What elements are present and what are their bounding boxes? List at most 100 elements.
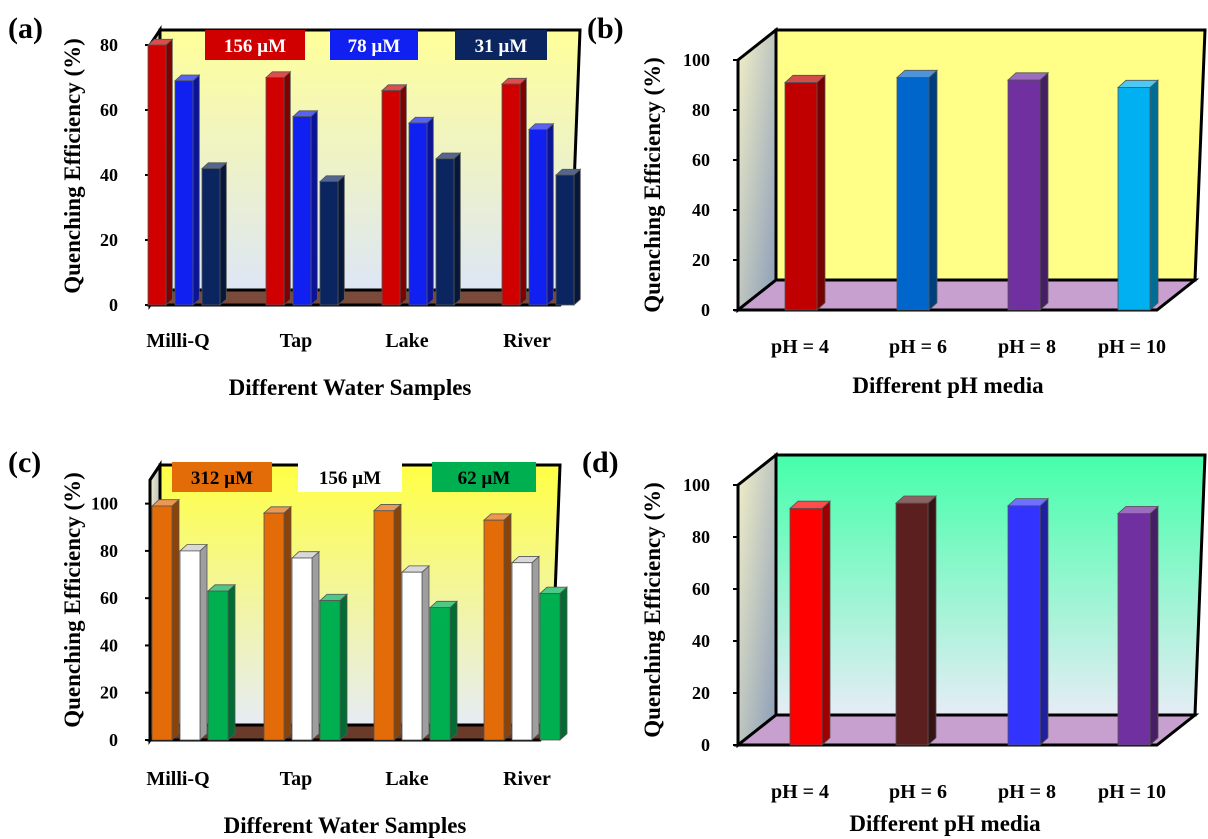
bar-side	[283, 505, 292, 741]
y-tick-label: 100	[683, 50, 710, 70]
bar	[263, 512, 285, 741]
x-tick-label: pH = 10	[1098, 336, 1166, 358]
bar-side	[821, 500, 831, 746]
x-tick-label: River	[503, 330, 551, 352]
bar-side	[399, 83, 407, 306]
y-tick-label: 40	[692, 200, 710, 220]
x-tick-label: pH = 8	[998, 336, 1056, 358]
bar	[174, 80, 194, 306]
bar	[483, 519, 505, 741]
bar	[501, 83, 521, 306]
plot-area-d: 0 20 40 60 80 100 pH = 4 pH = 6 pH = 8 pH = 10	[683, 451, 1207, 803]
bar-side	[337, 174, 345, 306]
y-tick-label: 0	[701, 300, 710, 320]
y-tick-label: 0	[109, 295, 118, 315]
y-axis-title-d: Quenching Efficiency (%)	[640, 482, 665, 738]
bar-side	[339, 593, 348, 741]
y-tick-label: 80	[692, 100, 710, 120]
bar	[555, 174, 575, 306]
plot-area-c: 0 20 40 60 80 100 312 µM 156 µM 62 µM Milli-Q Tap L…	[91, 460, 569, 790]
legend-box	[205, 30, 305, 60]
legend-box	[298, 462, 402, 492]
panel-label-c: (c)	[8, 446, 41, 479]
bar-side	[219, 161, 227, 306]
y-tick-label: 20	[692, 683, 710, 703]
x-axis-title-b: Different pH media	[852, 373, 1044, 398]
bar-side	[927, 495, 937, 746]
bar	[265, 77, 285, 306]
bar	[539, 593, 561, 741]
y-tick-label: 60	[100, 100, 118, 120]
legend-box	[455, 30, 547, 60]
panel-label-d: (d)	[582, 446, 619, 479]
legend-label: 78 µM	[348, 36, 401, 57]
bar-side	[449, 600, 458, 741]
x-tick-label: Milli-Q	[146, 330, 209, 352]
bar-side	[531, 555, 540, 741]
y-tick-label: 80	[692, 527, 710, 547]
bar-side	[421, 564, 430, 741]
y-tick-label: 20	[692, 250, 710, 270]
plot-area-a: 0 20 40 60 80 156 µM 78 µM 31 µM Milli-Q Tap Lake R…	[100, 25, 582, 352]
legend-label: 31 µM	[475, 36, 528, 57]
x-tick-label: Milli-Q	[146, 768, 209, 790]
bar	[319, 600, 341, 741]
y-tick-label: 40	[100, 165, 118, 185]
legend-box	[172, 462, 272, 492]
x-tick-label: Tap	[280, 330, 313, 352]
x-tick-label: River	[503, 768, 551, 790]
x-tick-label: Tap	[280, 768, 313, 790]
legend-label: 156 µM	[224, 36, 286, 57]
bar-side	[546, 122, 554, 306]
x-tick-label: pH = 6	[889, 781, 947, 803]
bar	[292, 116, 312, 306]
panel-d: (d) Quenching Efficiency (%) Different p…	[582, 446, 1207, 836]
bar-side	[503, 512, 512, 741]
bar-side	[426, 116, 434, 306]
y-axis-title-a: Quenching Efficiency (%)	[60, 38, 85, 294]
side-wall	[736, 451, 778, 749]
bar	[408, 122, 428, 306]
bar-side	[573, 168, 581, 306]
bar-side	[928, 69, 938, 311]
bar	[789, 507, 823, 746]
bar-side	[283, 70, 291, 306]
x-tick-label: Lake	[385, 330, 428, 352]
bar	[1007, 505, 1041, 746]
bar	[151, 505, 173, 741]
bar	[435, 158, 455, 306]
bar	[179, 550, 201, 741]
bar	[511, 562, 533, 741]
bar	[784, 82, 818, 311]
bar	[201, 168, 221, 306]
x-tick-label: pH = 4	[771, 336, 829, 358]
bar-side	[165, 38, 173, 306]
y-tick-label: 60	[100, 588, 118, 608]
bar-side	[1039, 497, 1049, 746]
panel-b: (b) Quenching Efficiency (%) Different p…	[587, 12, 1207, 398]
bar-side	[311, 550, 320, 741]
y-tick-label: 20	[100, 683, 118, 703]
x-tick-label: pH = 6	[889, 336, 947, 358]
bar	[147, 44, 167, 306]
x-axis-title-d: Different pH media	[849, 811, 1041, 836]
bar-side	[310, 109, 318, 306]
panel-label-b: (b)	[587, 12, 624, 45]
bar	[1007, 79, 1041, 311]
legend-label: 312 µM	[191, 468, 253, 489]
legend-box	[330, 30, 418, 60]
y-tick-label: 80	[100, 541, 118, 561]
y-tick-label: 100	[91, 494, 118, 514]
y-tick-label: 40	[100, 635, 118, 655]
bar-side	[1149, 79, 1159, 311]
bar-side	[453, 152, 461, 306]
bar	[291, 557, 313, 741]
bar-side	[519, 77, 527, 306]
y-tick-label: 40	[692, 631, 710, 651]
bar	[1117, 87, 1151, 311]
bar-side	[393, 503, 402, 741]
legend-label: 62 µM	[458, 468, 511, 489]
bar-side	[816, 74, 826, 311]
x-axis-title-a: Different Water Samples	[229, 375, 472, 400]
bar-side	[192, 74, 200, 306]
